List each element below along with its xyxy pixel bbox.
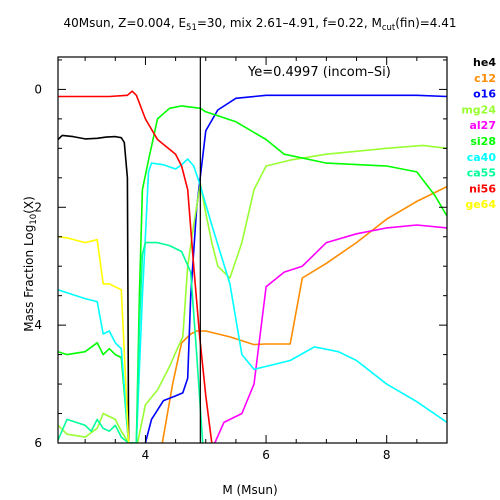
legend-entry-ca40: ca40 [467, 151, 497, 164]
series-line-mg24 [58, 144, 447, 443]
legend: he4 c12 o16 mg24 al27 si28 ca40 ca55 ni56 ge64 [461, 56, 496, 211]
y-tick-label: 6 [34, 436, 42, 450]
y-tick-label: 0 [34, 82, 42, 96]
legend-entry-ni56: ni56 [469, 182, 496, 195]
legend-entry-he4: he4 [473, 56, 496, 69]
y-tick-label: 2 [34, 200, 42, 214]
x-tick-label: 6 [262, 448, 270, 462]
series-line-o16 [144, 94, 447, 443]
series-line-ca40 [58, 158, 447, 443]
x-tick-label: 4 [142, 448, 150, 462]
y-tick-label: 4 [34, 318, 42, 332]
x-axis-label: M (Msun) [222, 483, 277, 497]
ticks-layer: 4 6 8 0 2 4 6 [34, 57, 448, 462]
legend-entry-ca55: ca55 [467, 167, 496, 180]
plot-frame [57, 56, 448, 444]
x-tick-label: 8 [383, 448, 391, 462]
legend-entry-mg24: mg24 [461, 103, 496, 116]
y-axis-label: Mass Fraction Log10(X) [22, 196, 39, 332]
series-line-al27 [214, 224, 447, 443]
legend-entry-si28: si28 [470, 135, 496, 148]
legend-entry-o16: o16 [473, 88, 496, 101]
series-line-ca55 [58, 241, 204, 443]
series-line-ni56 [58, 90, 213, 443]
chart-title: 40Msun, Z=0.004, E51=30, mix 2.61–4.91, … [63, 16, 456, 33]
legend-entry-ge64: ge64 [465, 198, 496, 211]
series-line-si28 [58, 105, 447, 443]
annotation-ye: Ye=0.4997 (incom–Si) [247, 65, 391, 80]
series-layer [58, 90, 447, 443]
series-line-he4 [58, 134, 130, 443]
legend-entry-c12: c12 [474, 72, 496, 85]
series-line-ge64 [58, 235, 130, 443]
legend-entry-al27: al27 [469, 119, 496, 132]
